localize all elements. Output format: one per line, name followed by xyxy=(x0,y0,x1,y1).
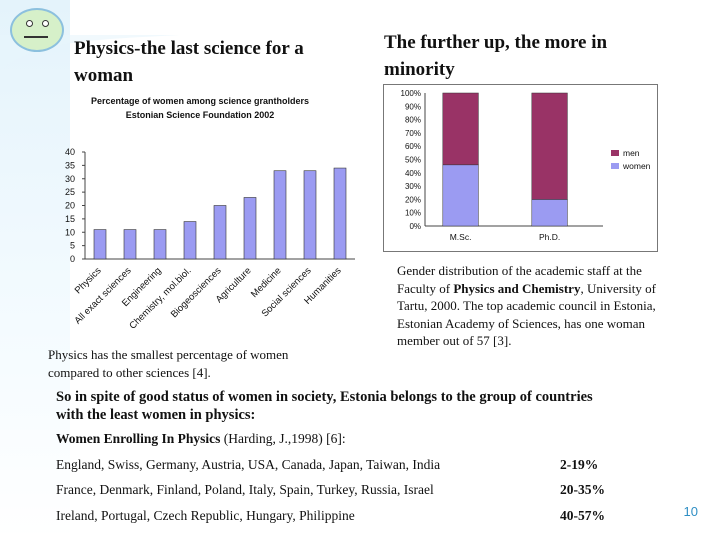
y-tick-label: 10% xyxy=(405,209,421,218)
bar-men-2 xyxy=(531,92,568,200)
row-countries-2: France, Denmark, Finland, Poland, Italy,… xyxy=(56,482,434,497)
row-range-2: 20-35% xyxy=(560,482,605,497)
y-tick-label: 20 xyxy=(65,201,75,211)
left-title: Physics-the last science for a woman xyxy=(74,38,304,86)
y-tick-label: 0 xyxy=(70,254,75,264)
bar-3 xyxy=(153,229,167,260)
staff-distribution-chart: 0% 10% 20% 30% 40% 50% 60% 70% 80% 90% 100% M.Sc. Ph… xyxy=(383,84,658,252)
background-stripe xyxy=(0,0,70,540)
bar-men-1 xyxy=(442,92,479,166)
bar-women-2 xyxy=(531,199,568,227)
y-tick-label: 0% xyxy=(409,222,421,231)
y-tick-label: 30 xyxy=(65,174,75,184)
bar-1 xyxy=(93,229,107,260)
chart-title: Percentage of women among science granth… xyxy=(90,96,310,120)
y-tick-label: 50% xyxy=(405,156,421,165)
y-tick-label: 35 xyxy=(65,160,75,170)
bar-women-1 xyxy=(442,164,479,227)
enrolling-heading: Women Enrolling In Physics (Harding, J.,… xyxy=(56,431,346,446)
y-tick-label: 15 xyxy=(65,214,75,224)
y-tick-label: 100% xyxy=(401,89,421,98)
y-tick-label: 90% xyxy=(405,102,421,111)
row-countries-1: England, Swiss, Germany, Austria, USA, C… xyxy=(56,457,441,472)
row-range-3: 40-57% xyxy=(560,508,605,523)
y-tick-label: 40 xyxy=(65,147,75,157)
right-note: Gender distribution of the academic staf… xyxy=(397,263,656,349)
y-tick-label: 10 xyxy=(65,227,75,237)
legend-label-men: men xyxy=(623,148,640,158)
legend-swatch-women xyxy=(611,163,619,169)
y-tick-label: 20% xyxy=(405,195,421,204)
smiley-logo xyxy=(10,8,64,52)
bar-8 xyxy=(303,170,317,260)
bar-6 xyxy=(243,197,257,260)
y-tick-label: 80% xyxy=(405,116,421,125)
row-countries-3: Ireland, Portugal, Czech Republic, Hunga… xyxy=(56,508,355,523)
y-tick-label: 60% xyxy=(405,142,421,151)
y-tick-label: 5 xyxy=(70,241,75,251)
x-tick-label: Ph.D. xyxy=(539,232,560,242)
bar-2 xyxy=(123,229,137,260)
x-tick-label: M.Sc. xyxy=(450,232,472,242)
y-tick-label: 30% xyxy=(405,182,421,191)
row-range-1: 2-19% xyxy=(560,457,599,472)
summary-text: So in spite of good status of women in s… xyxy=(56,389,593,424)
left-note: Physics has the smallest percentage of w… xyxy=(48,347,289,380)
staff-stacked-bar-chart: 0% 10% 20% 30% 40% 50% 60% 70% 80% 90% 100% M.Sc. Ph… xyxy=(383,84,658,252)
bar-7 xyxy=(273,170,287,260)
right-title: The further up, the more in minority xyxy=(384,32,608,80)
grantholders-chart: Percentage of women among science granth… xyxy=(55,92,355,342)
legend-swatch-men xyxy=(611,150,619,156)
legend-label-women: women xyxy=(622,161,651,171)
bar-9 xyxy=(333,167,347,260)
y-tick-label: 25 xyxy=(65,187,75,197)
y-tick-label: 40% xyxy=(405,169,421,178)
page-number: 10 xyxy=(683,504,698,519)
y-tick-label: 70% xyxy=(405,129,421,138)
bar-4 xyxy=(183,221,197,260)
bar-5 xyxy=(213,205,227,260)
